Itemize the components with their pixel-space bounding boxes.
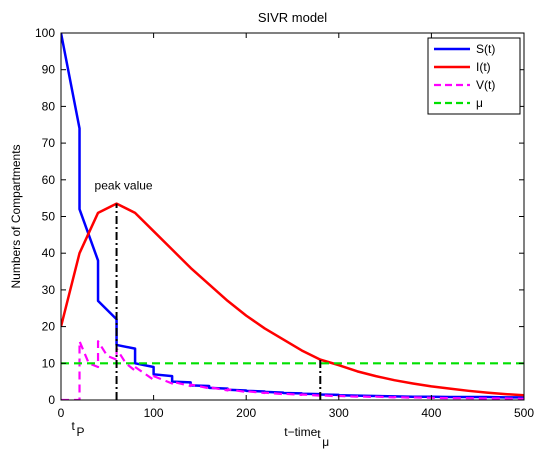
t-p-subscript: P <box>77 425 85 439</box>
y-tick-label-3: 30 <box>42 283 56 297</box>
x-tick-label-3: 300 <box>329 406 349 420</box>
y-tick-label-10: 100 <box>35 26 55 40</box>
peak-value-label: peak value <box>95 179 153 193</box>
y-tick-label-8: 80 <box>42 99 56 113</box>
plot-area: peak value 0 100 200 300 400 500 0 10 20 30 40 50 60 7… <box>35 26 534 449</box>
x-tick-label-1: 100 <box>144 406 164 420</box>
t-mu-subscript: μ <box>322 435 329 449</box>
series-line-0 <box>61 33 524 399</box>
t-p-label: t <box>72 419 76 433</box>
y-tick-label-4: 40 <box>42 246 56 260</box>
y-tick-label-6: 60 <box>42 173 56 187</box>
t-mu-label: t <box>317 427 321 441</box>
x-tick-label-2: 200 <box>236 406 256 420</box>
chart-title: SIVR model <box>258 10 327 25</box>
y-tick-label-1: 10 <box>42 356 56 370</box>
y-axis-label: Numbers of Compartments <box>9 144 23 288</box>
y-tick-label-5: 50 <box>42 210 56 224</box>
series-line-1 <box>61 202 524 397</box>
legend-label-2: V(t) <box>476 78 495 92</box>
y-tick-label-0: 0 <box>48 393 55 407</box>
x-tick-label-5: 500 <box>514 406 534 420</box>
y-tick-label-7: 70 <box>42 136 56 150</box>
x-axis-label: t−time <box>284 425 317 439</box>
legend-box <box>427 37 521 115</box>
legend-label-0: S(t) <box>476 42 495 56</box>
legend-label-1: I(t) <box>476 60 491 74</box>
legend-label-3: μ <box>476 96 483 110</box>
x-tick-label-0: 0 <box>58 406 65 420</box>
y-tick-label-2: 20 <box>42 320 56 334</box>
x-tick-label-4: 400 <box>421 406 441 420</box>
y-tick-label-9: 90 <box>42 63 56 77</box>
legend: S(t) I(t) V(t) μ <box>427 37 521 115</box>
